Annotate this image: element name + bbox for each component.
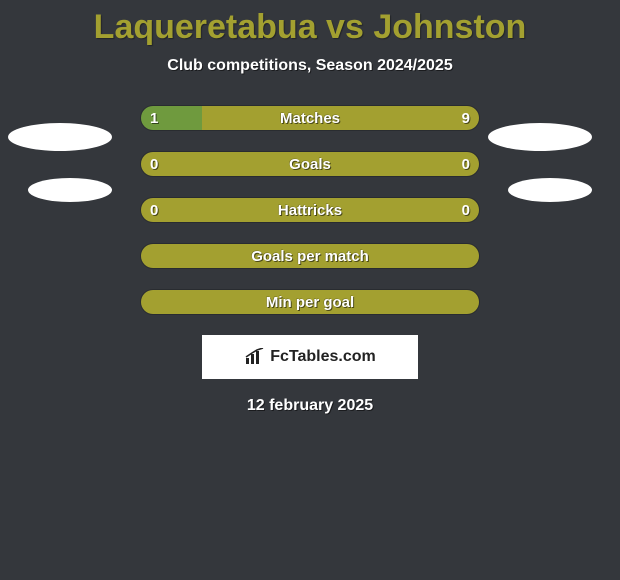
stat-bar: Hattricks00 <box>140 197 480 223</box>
page-title: Laqueretabua vs Johnston <box>0 0 620 47</box>
bar-track <box>140 243 480 269</box>
bar-left-fill <box>141 106 202 130</box>
bar-track <box>140 197 480 223</box>
bar-right-fill <box>202 106 479 130</box>
player-right-ellipse-2 <box>508 178 592 202</box>
bar-track <box>140 151 480 177</box>
stat-bar: Goals00 <box>140 151 480 177</box>
bar-track <box>140 105 480 131</box>
stat-bar: Goals per match <box>140 243 480 269</box>
stat-bar: Min per goal <box>140 289 480 315</box>
brand-text: FcTables.com <box>270 348 376 366</box>
bar-track <box>140 289 480 315</box>
player-left-ellipse-2 <box>28 178 112 202</box>
bar-right-fill <box>141 198 479 222</box>
player-right-ellipse-1 <box>488 123 592 151</box>
player-left-ellipse-1 <box>8 123 112 151</box>
brand-box: FcTables.com <box>202 335 418 379</box>
bar-chart-icon <box>244 348 266 366</box>
date-text: 12 february 2025 <box>0 397 620 415</box>
bar-right-fill <box>141 244 479 268</box>
subtitle: Club competitions, Season 2024/2025 <box>0 57 620 75</box>
bar-right-fill <box>141 290 479 314</box>
bar-right-fill <box>141 152 479 176</box>
stat-bar: Matches19 <box>140 105 480 131</box>
